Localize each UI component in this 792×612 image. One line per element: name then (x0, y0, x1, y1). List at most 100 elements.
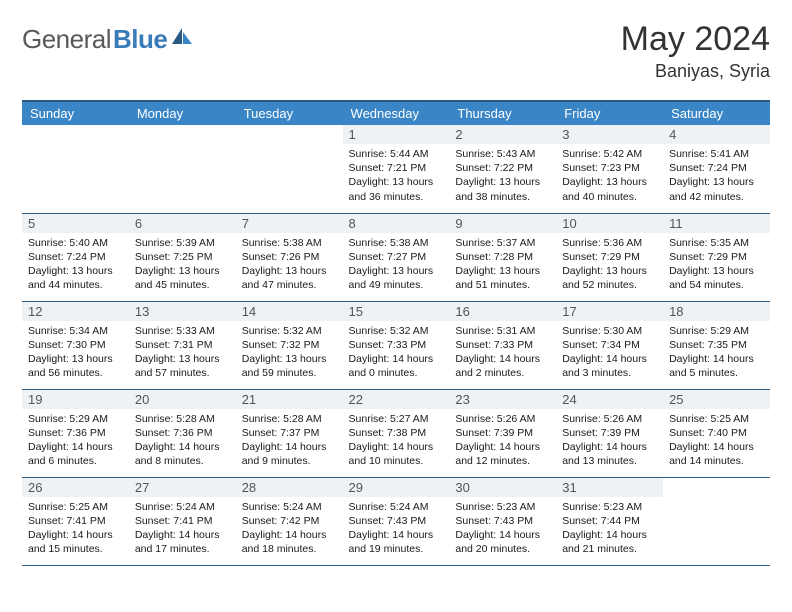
calendar-day-cell: 23 Sunrise: 5:26 AMSunset: 7:39 PMDayligh… (449, 389, 556, 477)
day-details: Sunrise: 5:41 AMSunset: 7:24 PMDaylight:… (669, 147, 764, 204)
day-details: Sunrise: 5:39 AMSunset: 7:25 PMDaylight:… (135, 236, 230, 293)
calendar-day-cell: 7 Sunrise: 5:38 AMSunset: 7:26 PMDaylight… (236, 213, 343, 301)
weekday-header: Wednesday (343, 101, 450, 125)
day-number: 11 (663, 214, 770, 233)
day-details: Sunrise: 5:31 AMSunset: 7:33 PMDaylight:… (455, 324, 550, 381)
weekday-header-row: SundayMondayTuesdayWednesdayThursdayFrid… (22, 101, 770, 125)
day-details: Sunrise: 5:29 AMSunset: 7:35 PMDaylight:… (669, 324, 764, 381)
header: GeneralBlue May 2024 Baniyas, Syria (22, 20, 770, 82)
title-block: May 2024 Baniyas, Syria (621, 20, 770, 82)
day-details: Sunrise: 5:24 AMSunset: 7:43 PMDaylight:… (349, 500, 444, 557)
day-details: Sunrise: 5:25 AMSunset: 7:41 PMDaylight:… (28, 500, 123, 557)
logo-text-gray: General (22, 24, 111, 55)
calendar-week-row: 1Sunrise: 5:44 AMSunset: 7:21 PMDaylight… (22, 125, 770, 213)
calendar-day-cell: 22Sunrise: 5:27 AMSunset: 7:38 PMDayligh… (343, 389, 450, 477)
calendar-day-cell: 14 Sunrise: 5:32 AMSunset: 7:32 PMDayligh… (236, 301, 343, 389)
day-number: 28 (236, 478, 343, 497)
calendar-day-cell: 27Sunrise: 5:24 AMSunset: 7:41 PMDayligh… (129, 477, 236, 565)
day-details: Sunrise: 5:32 AMSunset: 7:33 PMDaylight:… (349, 324, 444, 381)
calendar-table: SundayMondayTuesdayWednesdayThursdayFrid… (22, 100, 770, 566)
day-number: 5 (22, 214, 129, 233)
calendar-day-cell: 29 Sunrise: 5:24 AMSunset: 7:43 PMDayligh… (343, 477, 450, 565)
day-details: Sunrise: 5:26 AMSunset: 7:39 PMDaylight:… (562, 412, 657, 469)
day-number: 16 (449, 302, 556, 321)
calendar-day-cell: 25 Sunrise: 5:25 AMSunset: 7:40 PMDayligh… (663, 389, 770, 477)
day-details: Sunrise: 5:30 AMSunset: 7:34 PMDaylight:… (562, 324, 657, 381)
day-number: 6 (129, 214, 236, 233)
day-details: Sunrise: 5:23 AMSunset: 7:44 PMDaylight:… (562, 500, 657, 557)
weekday-header: Monday (129, 101, 236, 125)
day-number: 26 (22, 478, 129, 497)
day-number: 12 (22, 302, 129, 321)
day-details: Sunrise: 5:28 AMSunset: 7:37 PMDaylight:… (242, 412, 337, 469)
day-number: 9 (449, 214, 556, 233)
day-details: Sunrise: 5:37 AMSunset: 7:28 PMDaylight:… (455, 236, 550, 293)
calendar-day-cell (236, 125, 343, 213)
calendar-day-cell (663, 477, 770, 565)
calendar-day-cell: 11 Sunrise: 5:35 AMSunset: 7:29 PMDayligh… (663, 213, 770, 301)
day-number: 7 (236, 214, 343, 233)
logo-sail-icon (171, 27, 193, 52)
calendar-day-cell: 31 Sunrise: 5:23 AMSunset: 7:44 PMDayligh… (556, 477, 663, 565)
calendar-day-cell: 5Sunrise: 5:40 AMSunset: 7:24 PMDaylight… (22, 213, 129, 301)
day-number: 14 (236, 302, 343, 321)
day-details: Sunrise: 5:33 AMSunset: 7:31 PMDaylight:… (135, 324, 230, 381)
day-number: 31 (556, 478, 663, 497)
calendar-day-cell (129, 125, 236, 213)
calendar-day-cell: 24 Sunrise: 5:26 AMSunset: 7:39 PMDayligh… (556, 389, 663, 477)
day-number: 13 (129, 302, 236, 321)
calendar-day-cell: 13 Sunrise: 5:33 AMSunset: 7:31 PMDayligh… (129, 301, 236, 389)
calendar-day-cell: 12Sunrise: 5:34 AMSunset: 7:30 PMDayligh… (22, 301, 129, 389)
calendar-day-cell (22, 125, 129, 213)
calendar-day-cell: 10Sunrise: 5:36 AMSunset: 7:29 PMDayligh… (556, 213, 663, 301)
day-number: 4 (663, 125, 770, 144)
calendar-day-cell: 28 Sunrise: 5:24 AMSunset: 7:42 PMDayligh… (236, 477, 343, 565)
calendar-day-cell: 18 Sunrise: 5:29 AMSunset: 7:35 PMDayligh… (663, 301, 770, 389)
day-details: Sunrise: 5:23 AMSunset: 7:43 PMDaylight:… (455, 500, 550, 557)
day-details: Sunrise: 5:24 AMSunset: 7:41 PMDaylight:… (135, 500, 230, 557)
weekday-header: Sunday (22, 101, 129, 125)
day-number: 2 (449, 125, 556, 144)
day-details: Sunrise: 5:29 AMSunset: 7:36 PMDaylight:… (28, 412, 123, 469)
day-details: Sunrise: 5:25 AMSunset: 7:40 PMDaylight:… (669, 412, 764, 469)
weekday-header: Friday (556, 101, 663, 125)
day-number: 29 (343, 478, 450, 497)
day-details: Sunrise: 5:24 AMSunset: 7:42 PMDaylight:… (242, 500, 337, 557)
day-details: Sunrise: 5:35 AMSunset: 7:29 PMDaylight:… (669, 236, 764, 293)
day-details: Sunrise: 5:26 AMSunset: 7:39 PMDaylight:… (455, 412, 550, 469)
weekday-header: Tuesday (236, 101, 343, 125)
calendar-day-cell: 26 Sunrise: 5:25 AMSunset: 7:41 PMDayligh… (22, 477, 129, 565)
day-details: Sunrise: 5:38 AMSunset: 7:26 PMDaylight:… (242, 236, 337, 293)
day-details: Sunrise: 5:32 AMSunset: 7:32 PMDaylight:… (242, 324, 337, 381)
day-details: Sunrise: 5:36 AMSunset: 7:29 PMDaylight:… (562, 236, 657, 293)
calendar-week-row: 19Sunrise: 5:29 AMSunset: 7:36 PMDayligh… (22, 389, 770, 477)
day-details: Sunrise: 5:42 AMSunset: 7:23 PMDaylight:… (562, 147, 657, 204)
calendar-day-cell: 19Sunrise: 5:29 AMSunset: 7:36 PMDayligh… (22, 389, 129, 477)
calendar-day-cell: 4 Sunrise: 5:41 AMSunset: 7:24 PMDaylight… (663, 125, 770, 213)
day-details: Sunrise: 5:43 AMSunset: 7:22 PMDaylight:… (455, 147, 550, 204)
weekday-header: Saturday (663, 101, 770, 125)
calendar-day-cell: 8Sunrise: 5:38 AMSunset: 7:27 PMDaylight… (343, 213, 450, 301)
day-number: 17 (556, 302, 663, 321)
calendar-day-cell: 30 Sunrise: 5:23 AMSunset: 7:43 PMDayligh… (449, 477, 556, 565)
calendar-day-cell: 20Sunrise: 5:28 AMSunset: 7:36 PMDayligh… (129, 389, 236, 477)
calendar-week-row: 5Sunrise: 5:40 AMSunset: 7:24 PMDaylight… (22, 213, 770, 301)
day-number: 25 (663, 390, 770, 409)
calendar-week-row: 12Sunrise: 5:34 AMSunset: 7:30 PMDayligh… (22, 301, 770, 389)
day-details: Sunrise: 5:28 AMSunset: 7:36 PMDaylight:… (135, 412, 230, 469)
location: Baniyas, Syria (621, 61, 770, 82)
day-number: 8 (343, 214, 450, 233)
calendar-day-cell: 9 Sunrise: 5:37 AMSunset: 7:28 PMDaylight… (449, 213, 556, 301)
day-number: 18 (663, 302, 770, 321)
calendar-day-cell: 6 Sunrise: 5:39 AMSunset: 7:25 PMDaylight… (129, 213, 236, 301)
calendar-day-cell: 1Sunrise: 5:44 AMSunset: 7:21 PMDaylight… (343, 125, 450, 213)
day-number: 24 (556, 390, 663, 409)
day-number: 3 (556, 125, 663, 144)
calendar-day-cell: 16 Sunrise: 5:31 AMSunset: 7:33 PMDayligh… (449, 301, 556, 389)
day-number: 23 (449, 390, 556, 409)
day-number: 15 (343, 302, 450, 321)
day-number: 30 (449, 478, 556, 497)
day-details: Sunrise: 5:27 AMSunset: 7:38 PMDaylight:… (349, 412, 444, 469)
calendar-day-cell: 21Sunrise: 5:28 AMSunset: 7:37 PMDayligh… (236, 389, 343, 477)
logo-text-blue: Blue (113, 24, 167, 55)
